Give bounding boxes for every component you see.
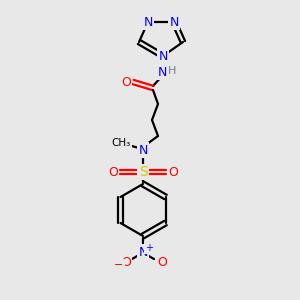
- Text: N: N: [169, 16, 179, 28]
- Text: N: N: [143, 16, 153, 28]
- Text: O: O: [157, 256, 167, 268]
- Text: +: +: [145, 243, 153, 253]
- Text: O: O: [108, 166, 118, 178]
- Text: N: N: [138, 245, 148, 259]
- Text: H: H: [168, 66, 176, 76]
- Text: O: O: [121, 76, 131, 88]
- Text: −: −: [114, 260, 124, 270]
- Text: N: N: [138, 143, 148, 157]
- Text: O: O: [168, 166, 178, 178]
- Text: CH₃: CH₃: [111, 138, 130, 148]
- Text: O: O: [121, 256, 131, 268]
- Text: N: N: [157, 65, 167, 79]
- Text: S: S: [139, 165, 147, 179]
- Text: N: N: [158, 50, 168, 62]
